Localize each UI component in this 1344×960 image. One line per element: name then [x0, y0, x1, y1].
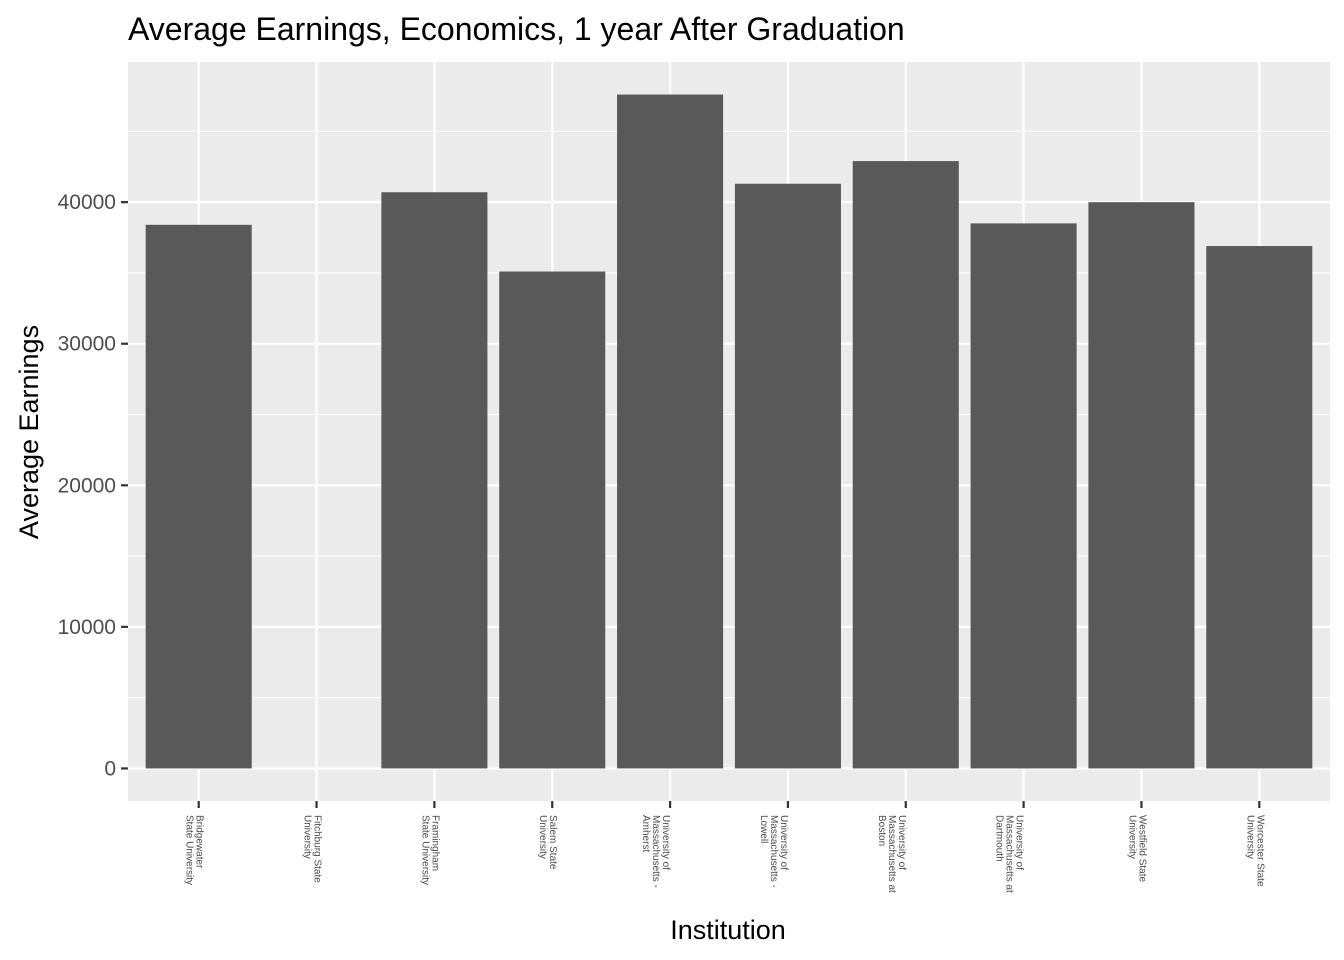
x-tick-label: University ofMassachusetts atDartmouth [994, 815, 1025, 893]
x-tick-label: FraminghamState University [419, 815, 440, 885]
y-tick-label: 20000 [58, 474, 116, 497]
bar [852, 161, 959, 769]
bar [734, 183, 841, 769]
y-axis-label: Average Earnings [14, 325, 44, 539]
bar [381, 192, 488, 769]
bars [145, 94, 1313, 769]
x-tick-label: University ofMassachusetts -Lowell [758, 815, 789, 888]
x-tick-label: Worcester StateUniversity [1244, 815, 1265, 887]
x-tick-label: BridgewaterState University [184, 815, 205, 885]
x-tick-label: University ofMassachusetts -Amherst [640, 815, 671, 888]
y-tick-label: 0 [104, 757, 116, 780]
x-axis-label: Institution [670, 915, 786, 945]
x-tick-label: Salem StateUniversity [537, 815, 558, 870]
bar [145, 224, 252, 769]
x-tick-label: Westfield StateUniversity [1126, 815, 1147, 883]
y-tick-label: 10000 [58, 616, 116, 639]
x-tick-label: Fitchburg StateUniversity [302, 815, 323, 883]
x-tick-label: University ofMassachusetts atBoston [876, 815, 907, 893]
y-tick-label: 30000 [58, 333, 116, 356]
bar [499, 271, 606, 769]
bar [1088, 202, 1195, 769]
chart-title: Average Earnings, Economics, 1 year Afte… [128, 11, 905, 47]
y-axis-ticks: 0 10000 20000 30000 40000 [58, 191, 128, 780]
bar [1206, 246, 1313, 769]
bar [970, 223, 1077, 769]
y-tick-label: 40000 [58, 191, 116, 214]
x-axis-ticks: BridgewaterState University Fitchburg Sta… [184, 801, 1265, 893]
bar [617, 94, 724, 769]
